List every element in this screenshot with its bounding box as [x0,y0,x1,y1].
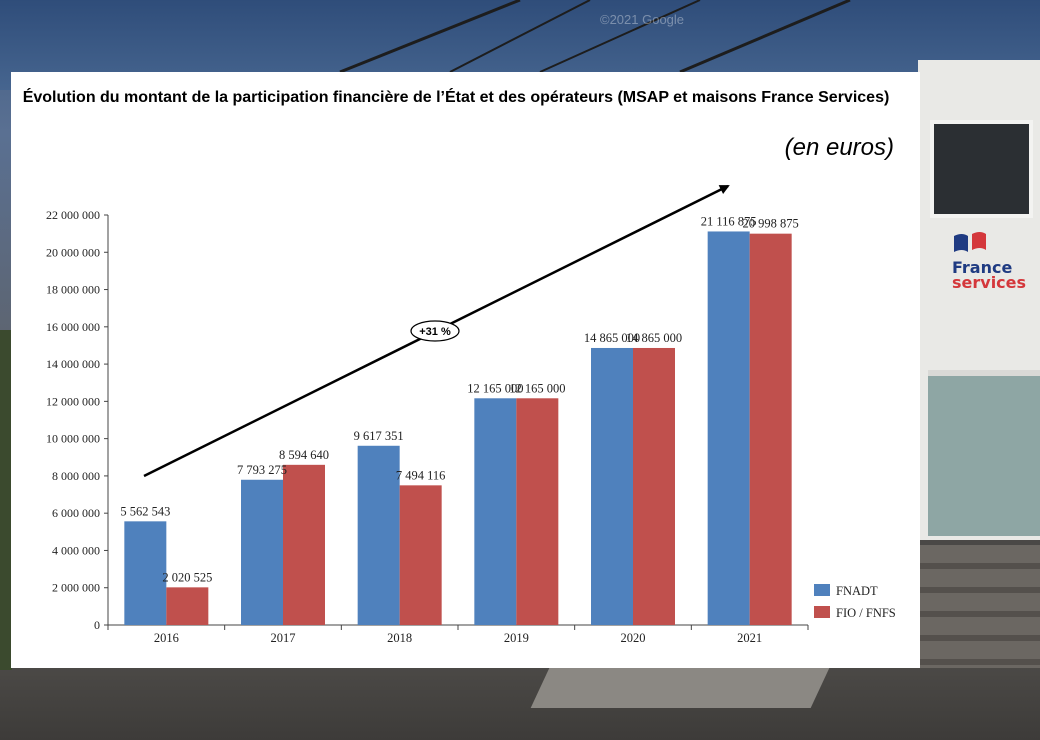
trend-annotation: +31 % [143,184,730,478]
data-label: 14 865 000 [584,331,640,345]
bar-fnadt [707,231,750,625]
data-label: 9 617 351 [354,429,404,443]
bar-fnadt [474,398,517,625]
bar-fio-fnfs [283,464,325,625]
y-tick-label: 16 000 000 [46,320,100,334]
y-tick-label: 10 000 000 [46,432,100,446]
legend-label: FNADT [836,584,878,598]
bar-fio-fnfs [516,398,559,625]
x-tick-label: 2021 [737,631,762,645]
y-tick-label: 6 000 000 [52,506,100,520]
y-tick-label: 8 000 000 [52,469,100,483]
legend-swatch [814,584,830,596]
france-services-sign-text: France services [952,258,1027,292]
data-label: 12 165 000 [467,381,523,395]
data-label: 21 116 875 [701,214,757,228]
data-label: 5 562 543 [120,504,170,518]
trend-badge [410,320,460,342]
legend-label: FIO / FNFS [836,606,896,620]
bar-fio-fnfs [749,233,792,625]
data-label: 12 165 000 [509,381,565,395]
bar-fnadt [124,521,167,625]
sign-line-1: France [952,258,1013,277]
unit-note: (en euros) [784,134,894,161]
x-tick-label: 2019 [504,631,529,645]
chart-panel: Évolution du montant de la participation… [11,72,920,668]
y-tick-label: 2 000 000 [52,581,100,595]
y-tick-label: 22 000 000 [46,208,100,222]
chart-title: Évolution du montant de la participation… [22,89,890,106]
data-label: 8 594 640 [279,448,329,462]
data-label: 2 020 525 [162,570,212,584]
sign-line-2: services [952,273,1027,292]
y-tick-label: 4 000 000 [52,543,100,557]
chart-axes: 0 2 000 000 4 000 000 6 000 000 8 000 000 10 … [46,208,809,645]
y-tick-label: 20 000 000 [46,245,100,259]
background-ground [0,668,1040,740]
france-flag-icon [954,232,986,252]
bar-fnadt [357,445,400,625]
bar-chart: 0 2 000 000 4 000 000 6 000 000 8 000 000 10 … [46,184,896,645]
legend-swatch [814,606,830,618]
background-tree [0,330,12,670]
bar-fio-fnfs [166,587,209,625]
y-tick-label: 0 [94,618,100,632]
background-wires [339,0,851,74]
data-label: 7 494 116 [396,468,446,482]
bar-fio-fnfs [633,347,675,625]
x-tick-label: 2018 [387,631,412,645]
bar-fnadt [591,347,633,625]
data-label: 20 998 875 [743,217,799,231]
background-door [928,370,1040,536]
data-label: 7 793 275 [237,463,287,477]
map-watermark: ©2021 Google [600,12,685,27]
data-label: 14 865 000 [626,331,682,345]
y-tick-label: 18 000 000 [46,283,100,297]
chart-legend: FNADT FIO / FNFS [814,584,896,620]
y-tick-label: 12 000 000 [46,394,100,408]
bar-fio-fnfs [399,485,442,625]
chart-bars [124,231,792,625]
background-window [930,120,1033,218]
x-tick-label: 2017 [271,631,296,645]
x-tick-label: 2016 [154,631,179,645]
france-services-sign: France services [946,226,1038,304]
y-tick-label: 14 000 000 [46,357,100,371]
bar-fnadt [241,479,283,625]
trend-label: +31 % [419,326,451,338]
x-tick-label: 2020 [621,631,646,645]
background-pavement [530,668,830,708]
